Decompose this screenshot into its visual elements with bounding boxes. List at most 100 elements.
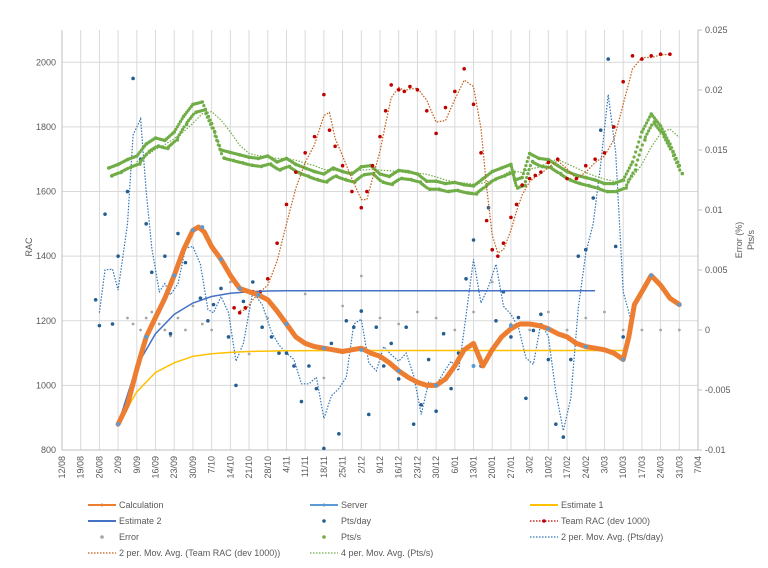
data-point (601, 181, 605, 185)
legend-symbol-icon (530, 515, 558, 527)
y2-axis-title-pts: Pts/s (746, 230, 756, 251)
data-point (498, 167, 502, 171)
data-point (677, 302, 682, 307)
y-tick-label: 1000 (36, 380, 56, 390)
data-point (116, 254, 120, 258)
data-point (211, 302, 216, 307)
data-point (516, 315, 521, 320)
data-point (533, 173, 538, 178)
data-point (292, 364, 296, 368)
y2-tick-label: -0.01 (705, 445, 726, 455)
series-error (126, 274, 681, 380)
data-point (625, 183, 629, 187)
data-point (639, 148, 643, 152)
data-point (314, 386, 319, 391)
data-point (124, 158, 128, 162)
data-point (247, 352, 251, 356)
data-point (525, 176, 529, 180)
gridlines (61, 30, 699, 451)
data-point (643, 124, 647, 128)
data-point (494, 318, 498, 323)
data-point (247, 163, 252, 167)
data-point (144, 334, 149, 339)
data-point (396, 368, 401, 373)
data-point (598, 128, 603, 132)
x-tick-label: 27/01 (506, 456, 516, 479)
legend-label: 4 per. Mov. Avg. (Pts/s) (341, 548, 434, 558)
data-point (634, 163, 638, 167)
data-point (426, 357, 431, 362)
data-point (622, 187, 626, 191)
data-point (434, 131, 438, 136)
x-tick-label: 6/01 (450, 456, 460, 474)
x-tick-label: 23/09 (169, 456, 179, 479)
data-point (649, 273, 654, 278)
data-point (284, 202, 289, 207)
data-point (621, 328, 625, 332)
data-point (217, 144, 222, 148)
data-point (423, 178, 427, 182)
data-point (419, 402, 423, 407)
data-point (471, 102, 476, 107)
data-point (658, 52, 663, 57)
data-point (369, 172, 373, 176)
data-point (408, 84, 412, 89)
data-point (519, 176, 523, 180)
data-point (453, 89, 457, 94)
data-point (416, 180, 420, 184)
data-point (591, 196, 596, 200)
data-point (648, 115, 652, 119)
plot-area (93, 52, 685, 451)
data-point (116, 171, 121, 175)
data-point (434, 187, 439, 191)
data-point (470, 184, 474, 188)
data-point (461, 182, 465, 186)
data-point (546, 357, 551, 362)
data-point (537, 164, 542, 168)
data-point (660, 127, 664, 131)
y2-tick-label: 0.02 (705, 85, 723, 95)
data-point (395, 169, 399, 173)
x-tick-label: 24/02 (581, 456, 591, 479)
data-point (472, 192, 476, 196)
data-point (583, 163, 588, 168)
x-tick-label: 17/02 (562, 456, 572, 479)
data-point (646, 118, 650, 122)
data-point (344, 318, 349, 323)
data-point (444, 189, 448, 193)
data-point (528, 164, 533, 168)
data-point (511, 170, 515, 174)
data-point (110, 322, 115, 326)
x-tick-label: 17/03 (637, 456, 647, 479)
data-point (337, 432, 341, 436)
data-point (177, 133, 181, 137)
data-point (389, 83, 394, 87)
trendline (239, 53, 670, 311)
data-point (424, 108, 429, 113)
data-point (539, 170, 543, 174)
x-tick-label: 30/09 (188, 456, 198, 479)
data-point (322, 180, 326, 184)
data-point (359, 309, 364, 313)
data-point (352, 325, 356, 330)
data-point (676, 160, 680, 164)
data-point (524, 396, 528, 401)
data-point (144, 316, 148, 320)
data-point (340, 163, 345, 168)
data-point (500, 175, 504, 179)
data-point (339, 169, 343, 173)
y2-tick-label: 0 (705, 325, 710, 335)
data-point (359, 274, 363, 278)
data-point (471, 364, 476, 368)
data-point (565, 176, 569, 181)
data-point (273, 159, 278, 163)
data-point (646, 129, 651, 133)
trendline (136, 110, 680, 185)
series-2-per-mov-avg-team-rac-dev-1000 (239, 53, 670, 311)
data-point (509, 215, 513, 220)
x-tick-label: 11/11 (300, 456, 310, 477)
data-point (191, 112, 195, 116)
data-point (320, 172, 324, 176)
data-point (139, 328, 142, 332)
data-point (216, 139, 220, 143)
